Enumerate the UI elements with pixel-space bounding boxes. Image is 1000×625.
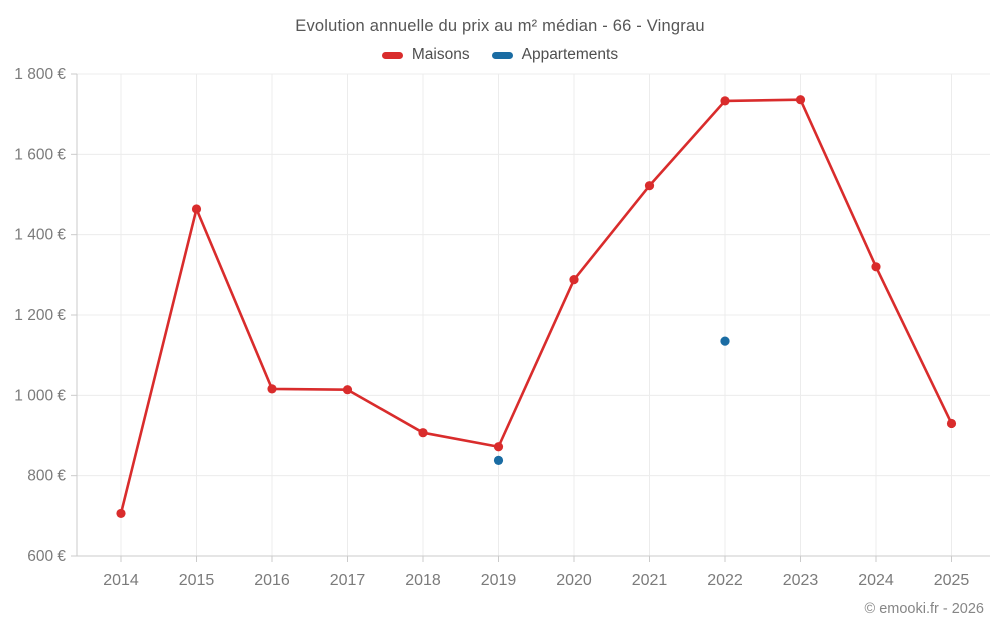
y-tick-label: 1 600 € [14,146,66,163]
y-tick-label: 1 200 € [14,307,66,324]
x-tick-label: 2021 [632,572,668,589]
maisons-point-2016[interactable] [267,384,277,394]
attribution: © emooki.fr - 2026 [864,601,984,617]
appartements-point-2022[interactable] [720,336,730,346]
x-tick-label: 2018 [405,572,441,589]
y-tick-label: 1 400 € [14,227,66,244]
x-tick-label: 2024 [858,572,894,589]
maisons-point-2021[interactable] [644,181,655,191]
maisons-point-2023[interactable] [795,95,806,105]
x-tick-label: 2019 [481,572,517,589]
x-tick-label: 2020 [556,572,592,589]
y-tick-label: 1 000 € [14,387,66,404]
y-tick-label: 600 € [27,548,66,565]
maisons-point-2019[interactable] [493,442,504,452]
legend-item-appartements[interactable]: Appartements [491,46,619,64]
x-tick-label: 2014 [103,572,139,589]
chart-title: Evolution annuelle du prix au m² médian … [295,17,705,35]
legend-item-maisons[interactable]: Maisons [381,46,470,64]
maisons-line [119,98,953,515]
legend-label-maisons: Maisons [411,46,470,63]
maisons-point-2020[interactable] [569,275,579,285]
x-tick-label: 2016 [254,572,290,589]
legend-swatch-appartements [491,51,513,59]
maisons-point-2017[interactable] [342,385,353,395]
x-tick-label: 2017 [330,572,366,589]
maisons-point-2014[interactable] [116,508,126,519]
maisons-point-2025[interactable] [946,418,957,429]
x-tick-label: 2015 [179,572,215,589]
y-tick-label: 800 € [27,468,66,485]
legend-swatch-maisons [381,51,403,59]
maisons-point-2022[interactable] [720,96,730,106]
maisons-point-2018[interactable] [418,428,428,438]
legend-label-appartements: Appartements [521,46,619,63]
x-tick-label: 2023 [783,572,819,589]
x-tick-label: 2022 [707,572,743,589]
maisons-point-2024[interactable] [871,262,881,272]
chart-legend: Maisons Appartements [0,46,1000,64]
y-tick-label: 1 800 € [14,66,66,83]
maisons-point-2015[interactable] [191,204,202,214]
appartements-point-2019[interactable] [493,455,504,466]
x-tick-label: 2025 [934,572,970,589]
